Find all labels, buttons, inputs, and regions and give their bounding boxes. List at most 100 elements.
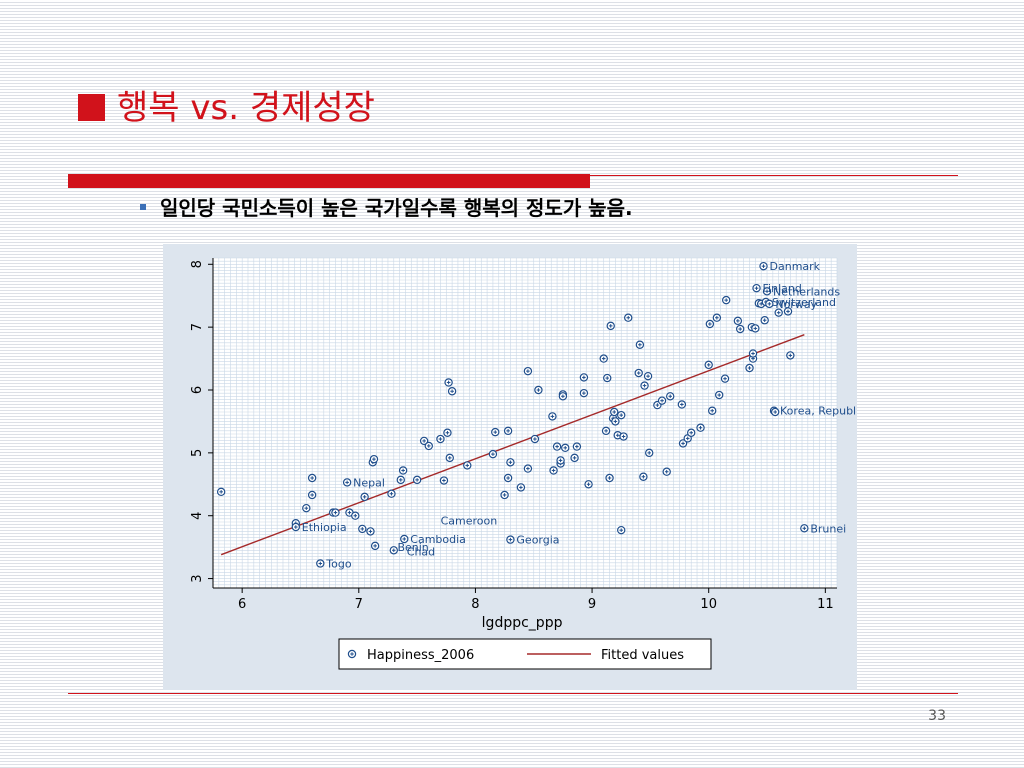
data-point [662,467,671,476]
data-point [443,428,452,437]
data-point [366,527,375,536]
point-label: Ethiopia [302,521,347,534]
data-point [765,299,774,309]
bullet-square-icon [140,204,146,210]
point-label: Cambodia [410,533,466,546]
data-point [748,349,758,358]
y-tick-label: 7 [190,323,205,331]
data-point [733,316,743,326]
data-point [800,524,809,533]
point-label: Georgia [516,534,559,547]
point-label: Switzerland [772,296,836,309]
footer-rule [68,693,958,694]
data-point [605,473,614,483]
data-point [759,261,768,271]
data-point [579,373,589,382]
data-point [584,480,593,489]
data-point [678,439,688,448]
data-point [624,313,633,322]
data-point [331,508,340,517]
data-point [762,287,772,296]
legend-marker-icon [347,649,357,659]
data-point [444,378,453,387]
title-underline-thick [68,174,590,188]
legend-box [338,638,712,670]
data-point [617,410,626,420]
data-point [579,388,589,398]
y-tick-label: 6 [190,386,205,394]
data-point [360,492,369,502]
data-point [291,522,301,532]
data-point [752,283,761,293]
data-point [534,385,543,395]
data-point [783,307,793,316]
data-point [635,340,645,349]
point-label: Chad [407,546,435,559]
data-point [419,436,429,446]
x-tick-label: 11 [817,597,834,612]
data-point [549,466,558,475]
data-point [640,381,649,390]
data-point [412,475,422,485]
data-point [572,442,582,451]
data-point [389,546,398,555]
title-underline-thin [590,175,958,176]
x-tick-label: 9 [588,597,596,612]
data-point [639,472,648,481]
y-tick-label: 8 [190,260,205,268]
point-label: Brunei [810,522,846,535]
bullet-text: 일인당 국민소득이 높은 국가일수록 행복의 정도가 높음. [160,196,633,220]
y-tick-label: 5 [190,449,205,457]
data-point [506,535,515,544]
data-point [634,368,643,378]
data-point [439,476,449,485]
data-point [369,454,379,464]
data-point [387,489,396,498]
data-point [643,371,653,381]
slide-title: 행복 vs. 경제성장 [78,80,375,129]
slide-title-text: 행복 vs. 경제성장 [117,88,375,128]
data-point [599,354,608,363]
data-point [552,442,562,451]
point-label: Cameroon [441,515,498,528]
point-label: Togo [325,557,352,570]
data-point [523,366,533,376]
data-point [751,324,760,333]
data-point [708,406,717,415]
chart-panel: 6 7 8 9 10 11 3 4 5 6 7 8 lgdppc_ppp Danmark Finland Ne… [163,244,857,690]
scatter-points [216,261,809,568]
data-point [436,434,445,444]
data-point [677,400,687,409]
data-point [463,461,472,470]
data-point [491,427,500,437]
data-point [687,428,696,437]
data-point [774,308,783,317]
data-point [570,453,579,463]
y-tick-label: 3 [190,574,205,582]
data-point [611,417,620,426]
point-label: Norway [775,298,817,311]
title-square-icon [78,94,105,121]
data-point [516,483,526,492]
data-point [500,490,509,500]
data-point [745,363,754,373]
data-point [503,473,513,483]
data-point [617,525,626,535]
data-point [447,387,457,396]
data-point [619,432,628,441]
legend-label-fitted: Fitted values [601,648,684,663]
point-labels: Danmark FinlandNetherlandsSwitzerlandNorw… [302,260,857,570]
data-point [558,392,568,401]
data-point [603,373,612,383]
data-point [503,426,513,436]
title-underline [68,174,958,188]
data-point [424,441,433,451]
legend-label-happiness: Happiness_2006 [367,648,474,663]
fitted-line [220,334,805,556]
data-point [721,295,731,305]
data-point [506,458,515,467]
data-point [704,360,713,370]
data-point [216,487,226,497]
y-tick-label: 4 [190,512,205,520]
data-point [770,407,780,417]
